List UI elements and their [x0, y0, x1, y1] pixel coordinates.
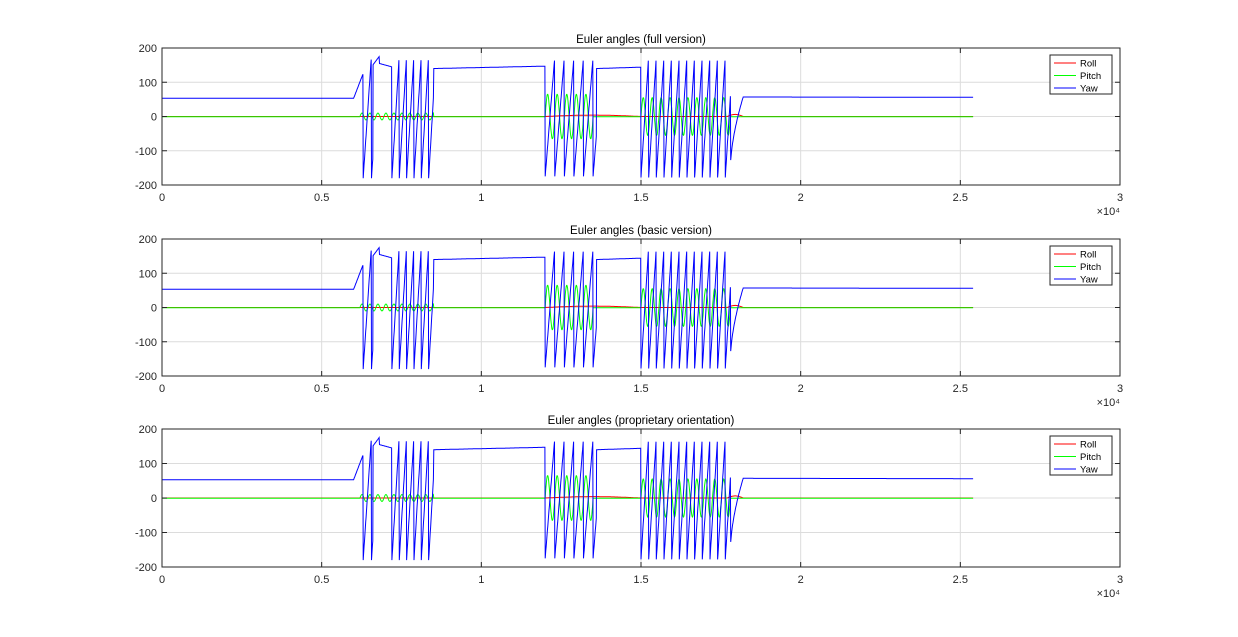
y-tick-label: 200 — [139, 43, 157, 55]
y-tick-label: -100 — [135, 337, 157, 349]
x-tick-label: 0.5 — [314, 192, 329, 204]
x-tick-label: 1.5 — [633, 383, 648, 395]
x-multiplier-label: ×10⁴ — [1097, 206, 1121, 218]
y-tick-label: 200 — [139, 424, 157, 436]
x-tick-label: 2.5 — [953, 192, 968, 204]
chart-panel-3: 0 0.5 1 1.5 2 2.5 3 -200 -100 0 100 200 ×10⁴ Euler an… — [135, 415, 1123, 600]
x-tick-label: 0.5 — [314, 574, 329, 586]
x-multiplier-label: ×10⁴ — [1097, 588, 1121, 600]
y-tick-label: -200 — [135, 562, 157, 574]
x-tick-label: 3 — [1117, 192, 1123, 204]
y-tick-label: -200 — [135, 371, 157, 383]
legend-label-roll: Roll — [1080, 250, 1096, 261]
y-tick-label: -100 — [135, 146, 157, 158]
legend-label-pitch: Pitch — [1080, 262, 1101, 273]
chart-panel-1: 0 0.5 1 1.5 2 2.5 3 -200 -100 0 100 200 ×10⁴ Euler an… — [135, 34, 1123, 218]
series-line-pitch — [162, 475, 974, 521]
x-tick-label: 0 — [159, 574, 165, 586]
x-tick-label: 1.5 — [633, 574, 648, 586]
y-tick-label: -200 — [135, 180, 157, 192]
legend-label-roll: Roll — [1080, 59, 1096, 70]
legend-label-pitch: Pitch — [1080, 71, 1101, 82]
legend-label-yaw: Yaw — [1080, 465, 1098, 476]
x-multiplier-label: ×10⁴ — [1097, 397, 1121, 409]
x-tick-label: 0 — [159, 383, 165, 395]
x-tick-label: 2 — [798, 192, 804, 204]
y-tick-label: 0 — [151, 112, 157, 124]
y-tick-label: 0 — [151, 303, 157, 315]
legend-label-yaw: Yaw — [1080, 84, 1098, 95]
x-tick-label: 0 — [159, 192, 165, 204]
y-tick-label: 100 — [139, 77, 157, 89]
x-tick-label: 1 — [478, 192, 484, 204]
y-tick-label: 100 — [139, 459, 157, 471]
y-tick-label: 100 — [139, 268, 157, 280]
series-line-yaw — [162, 55, 974, 179]
y-tick-label: 200 — [139, 234, 157, 246]
series-line-yaw — [162, 246, 974, 370]
x-tick-label: 2.5 — [953, 383, 968, 395]
x-tick-label: 1 — [478, 574, 484, 586]
series-line-pitch — [162, 284, 974, 331]
x-tick-label: 1 — [478, 383, 484, 395]
x-tick-label: 1.5 — [633, 192, 648, 204]
y-tick-label: -100 — [135, 528, 157, 540]
x-tick-label: 2.5 — [953, 574, 968, 586]
legend-label-roll: Roll — [1080, 440, 1096, 451]
x-tick-label: 3 — [1117, 383, 1123, 395]
series-line-pitch — [162, 93, 974, 140]
chart-title: Euler angles (basic version) — [570, 225, 712, 237]
x-tick-label: 2 — [798, 574, 804, 586]
y-tick-label: 0 — [151, 493, 157, 505]
legend-label-yaw: Yaw — [1080, 275, 1098, 286]
series-line-yaw — [162, 435, 974, 561]
chart-title: Euler angles (full version) — [576, 34, 706, 46]
x-tick-label: 0.5 — [314, 383, 329, 395]
chart-title: Euler angles (proprietary orientation) — [548, 415, 735, 427]
chart-panel-2: 0 0.5 1 1.5 2 2.5 3 -200 -100 0 100 200 ×10⁴ Euler an… — [135, 225, 1123, 409]
x-tick-label: 3 — [1117, 574, 1123, 586]
legend-label-pitch: Pitch — [1080, 452, 1101, 463]
x-tick-label: 2 — [798, 383, 804, 395]
